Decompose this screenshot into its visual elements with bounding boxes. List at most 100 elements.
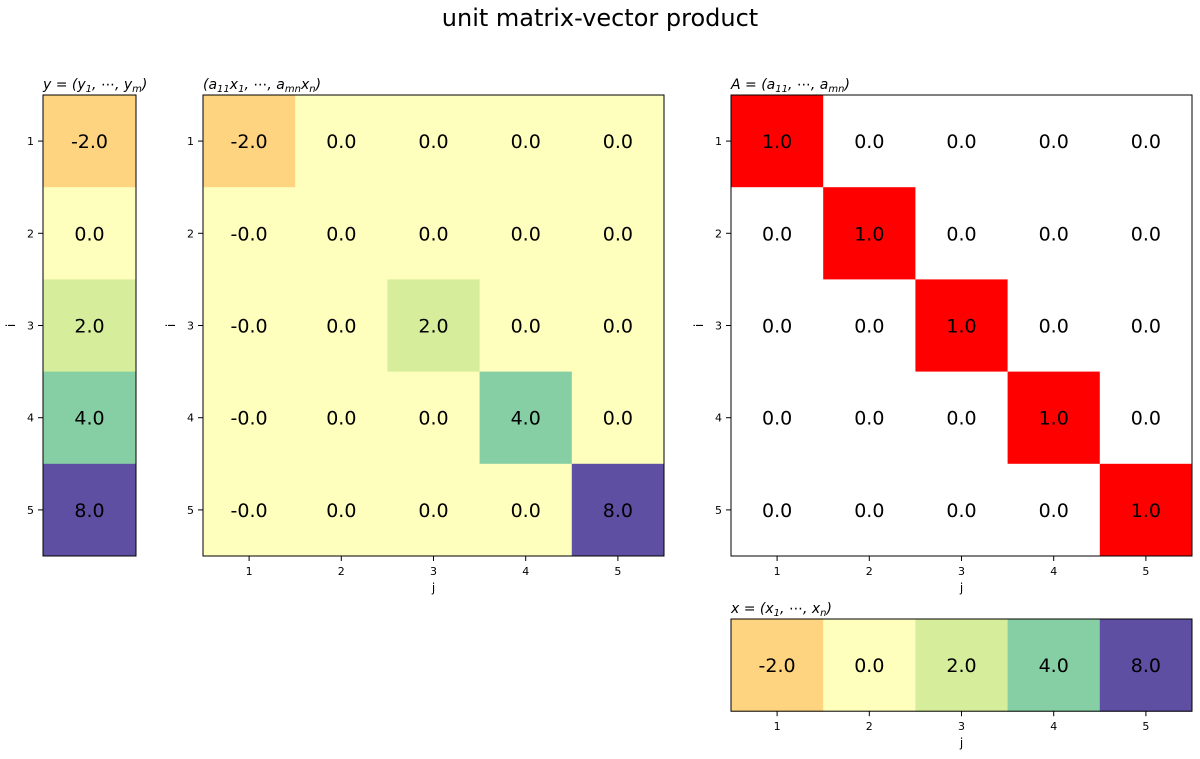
cell-label-ax: 0.0 xyxy=(511,131,541,153)
cell-label-A: 0.0 xyxy=(946,131,976,153)
ytick-label-y: 5 xyxy=(27,504,34,517)
cell-label-ax: 0.0 xyxy=(603,131,633,153)
heatmap-cell-A xyxy=(731,371,824,465)
panel-title-ax: (a11x1, ⋯, amnxn) xyxy=(203,77,321,95)
cell-label-A: 1.0 xyxy=(1039,408,1069,430)
heatmap-cell-ax xyxy=(203,95,296,188)
heatmap-cell-A xyxy=(1007,187,1101,280)
heatmap-cell-ax xyxy=(203,279,296,373)
cell-label-A: 0.0 xyxy=(1131,316,1161,338)
cell-label-y: -2.0 xyxy=(71,131,108,153)
heatmap-cell-ax xyxy=(387,95,481,188)
heatmap-cell-ax xyxy=(571,279,665,373)
cell-label-ax: 0.0 xyxy=(418,408,448,430)
cell-label-x: -2.0 xyxy=(759,655,796,677)
cell-label-ax: 4.0 xyxy=(511,408,541,430)
cell-label-A: 0.0 xyxy=(946,408,976,430)
heatmap-cell-x xyxy=(731,619,824,712)
heatmap-cell-A xyxy=(1099,463,1193,557)
cell-label-A: 1.0 xyxy=(1131,500,1161,522)
heatmap-cell-x xyxy=(1099,619,1193,712)
heatmap-cell-A xyxy=(823,371,916,465)
ytick-label-ax: 3 xyxy=(187,320,194,333)
heatmap-cell-A xyxy=(731,95,824,188)
cell-label-ax: 0.0 xyxy=(603,408,633,430)
cell-label-ax: 0.0 xyxy=(603,316,633,338)
cell-label-A: 0.0 xyxy=(1131,408,1161,430)
cell-label-ax: 2.0 xyxy=(418,316,448,338)
cell-label-A: 0.0 xyxy=(854,408,884,430)
ytick-label-A: 5 xyxy=(715,504,722,517)
cell-label-A: 0.0 xyxy=(762,500,792,522)
cell-label-A: 0.0 xyxy=(1131,131,1161,153)
ytick-label-y: 4 xyxy=(27,412,34,425)
ytick-label-ax: 1 xyxy=(187,135,194,148)
heatmap-cell-A xyxy=(823,463,916,557)
cell-label-ax: 0.0 xyxy=(511,223,541,245)
cell-label-A: 0.0 xyxy=(1039,316,1069,338)
heatmap-cell-x xyxy=(915,619,1009,712)
xtick-label-ax: 3 xyxy=(430,565,437,578)
xtick-label-A: 4 xyxy=(1050,565,1057,578)
xtick-label-x: 5 xyxy=(1142,720,1149,733)
xtick-label-x: 2 xyxy=(866,720,873,733)
xtick-label-x: 1 xyxy=(774,720,781,733)
heatmap-cell-A xyxy=(915,371,1009,465)
heatmap-cell-ax xyxy=(479,463,573,557)
heatmap-cell-A xyxy=(731,279,824,373)
xtick-label-ax: 4 xyxy=(522,565,529,578)
ytick-label-ax: 2 xyxy=(187,227,194,240)
heatmap-cell-A xyxy=(1099,279,1193,373)
heatmap-cell-A xyxy=(915,187,1009,280)
ytick-label-ax: 5 xyxy=(187,504,194,517)
ytick-label-A: 4 xyxy=(715,412,722,425)
heatmap-cell-ax xyxy=(387,187,481,280)
cell-label-ax: 8.0 xyxy=(603,500,633,522)
heatmap-cell-ax xyxy=(571,95,665,188)
heatmap-cell-A xyxy=(915,279,1009,373)
cell-label-A: 0.0 xyxy=(1039,131,1069,153)
cell-label-ax: -0.0 xyxy=(231,316,268,338)
cell-label-x: 4.0 xyxy=(1039,655,1069,677)
heatmap-cell-A xyxy=(731,463,824,557)
heatmap-cell-A xyxy=(823,95,916,188)
heatmap-cell-ax xyxy=(571,371,665,465)
cell-label-ax: 0.0 xyxy=(326,500,356,522)
cell-label-x: 8.0 xyxy=(1131,655,1161,677)
panel-title-y: y = (y1, ⋯, ym) xyxy=(42,77,147,95)
heatmap-cell-A xyxy=(823,187,916,280)
heatmap-cell-ax xyxy=(295,95,388,188)
xtick-label-ax: 2 xyxy=(338,565,345,578)
heatmap-cell-ax xyxy=(203,463,296,557)
cell-label-A: 0.0 xyxy=(762,408,792,430)
cell-label-ax: 0.0 xyxy=(326,408,356,430)
cell-label-ax: 0.0 xyxy=(418,500,448,522)
cell-label-A: 0.0 xyxy=(1131,223,1161,245)
cell-label-y: 4.0 xyxy=(74,408,104,430)
heatmap-cell-A xyxy=(731,187,824,280)
yaxis-label-y: i xyxy=(4,324,18,327)
heatmap-cell-y xyxy=(43,279,137,373)
heatmap-cell-A xyxy=(915,463,1009,557)
cell-label-A: 0.0 xyxy=(762,316,792,338)
heatmap-cell-ax xyxy=(387,279,481,373)
heatmap-cell-ax xyxy=(203,187,296,280)
heatmap-cell-ax xyxy=(479,187,573,280)
panel-title-A: A = (a11, ⋯, amn) xyxy=(730,77,850,95)
cell-label-ax: 0.0 xyxy=(326,316,356,338)
ytick-label-A: 1 xyxy=(715,135,722,148)
ytick-label-A: 2 xyxy=(715,227,722,240)
cell-label-ax: 0.0 xyxy=(326,223,356,245)
heatmap-cell-A xyxy=(1007,371,1101,465)
cell-label-ax: 0.0 xyxy=(326,131,356,153)
cell-label-A: 0.0 xyxy=(946,223,976,245)
heatmap-cell-ax xyxy=(295,279,388,373)
cell-label-y: 8.0 xyxy=(74,500,104,522)
heatmap-cell-ax xyxy=(203,371,296,465)
ytick-label-y: 3 xyxy=(27,320,34,333)
cell-label-y: 0.0 xyxy=(74,223,104,245)
ytick-label-y: 2 xyxy=(27,227,34,240)
xaxis-label-ax: j xyxy=(431,581,435,595)
cell-label-ax: 0.0 xyxy=(418,223,448,245)
